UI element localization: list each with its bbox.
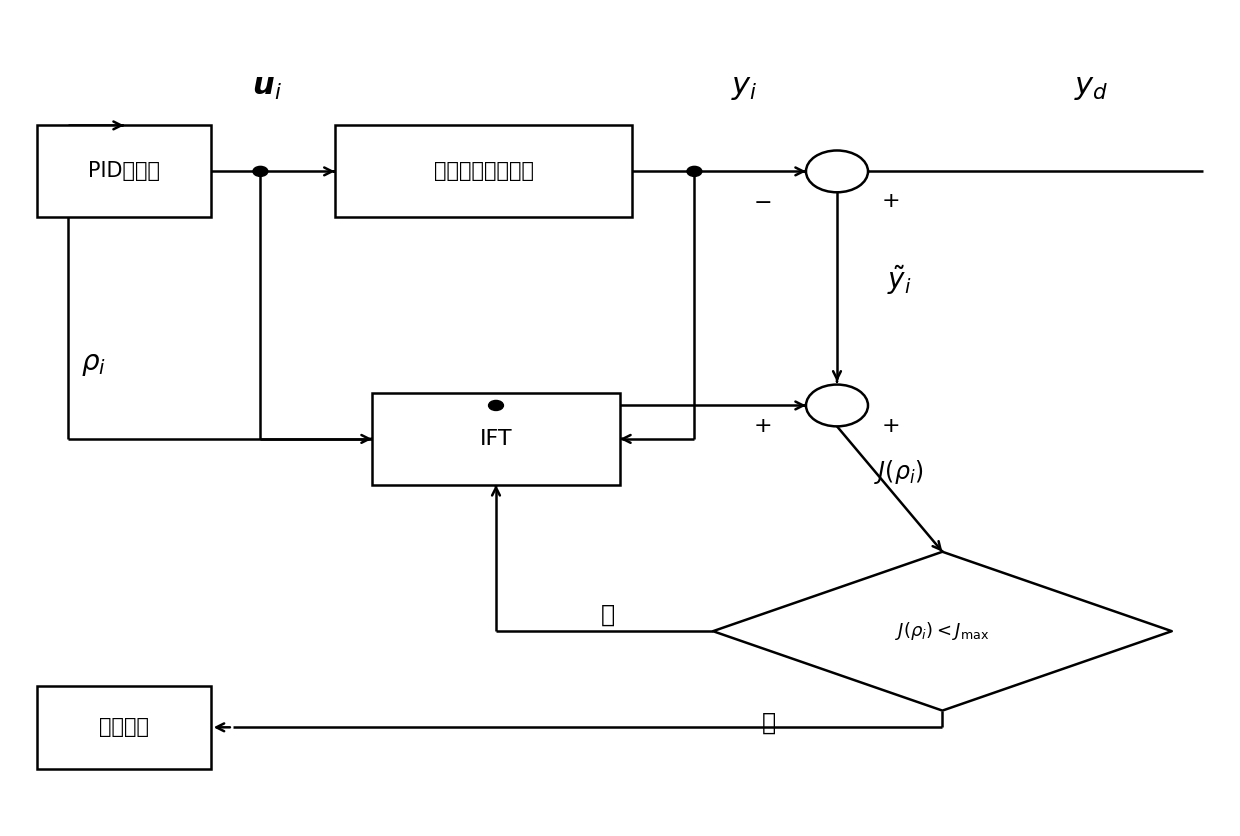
Circle shape <box>806 385 868 426</box>
Bar <box>372 393 620 485</box>
Text: $\tilde{y}_i$: $\tilde{y}_i$ <box>887 263 911 297</box>
Text: $+$: $+$ <box>754 416 771 436</box>
Text: $y_i$: $y_i$ <box>730 74 758 102</box>
Text: 否: 否 <box>600 603 615 626</box>
Text: $y_d$: $y_d$ <box>1074 74 1109 102</box>
Text: $-$: $-$ <box>754 191 771 211</box>
Text: 是: 是 <box>761 711 776 735</box>
Text: $+$: $+$ <box>882 416 899 436</box>
Bar <box>37 686 211 769</box>
Text: IFT: IFT <box>480 429 512 449</box>
Text: $J(\rho_i) < J_{\mathrm{max}}$: $J(\rho_i) < J_{\mathrm{max}}$ <box>895 620 990 642</box>
Text: 气动人工肌肉关节: 气动人工肌肉关节 <box>434 161 533 181</box>
Circle shape <box>489 400 503 410</box>
Text: $\boldsymbol{u}_i$: $\boldsymbol{u}_i$ <box>252 74 281 102</box>
Text: $+$: $+$ <box>882 191 899 211</box>
Text: $J(\rho_i)$: $J(\rho_i)$ <box>874 458 924 487</box>
Circle shape <box>253 166 268 176</box>
Circle shape <box>687 166 702 176</box>
Circle shape <box>806 150 868 192</box>
Bar <box>37 125 211 217</box>
Text: PID控制器: PID控制器 <box>88 161 160 181</box>
Text: $\rho_i$: $\rho_i$ <box>81 349 105 378</box>
Text: 迭代结束: 迭代结束 <box>99 717 149 737</box>
Bar <box>335 125 632 217</box>
